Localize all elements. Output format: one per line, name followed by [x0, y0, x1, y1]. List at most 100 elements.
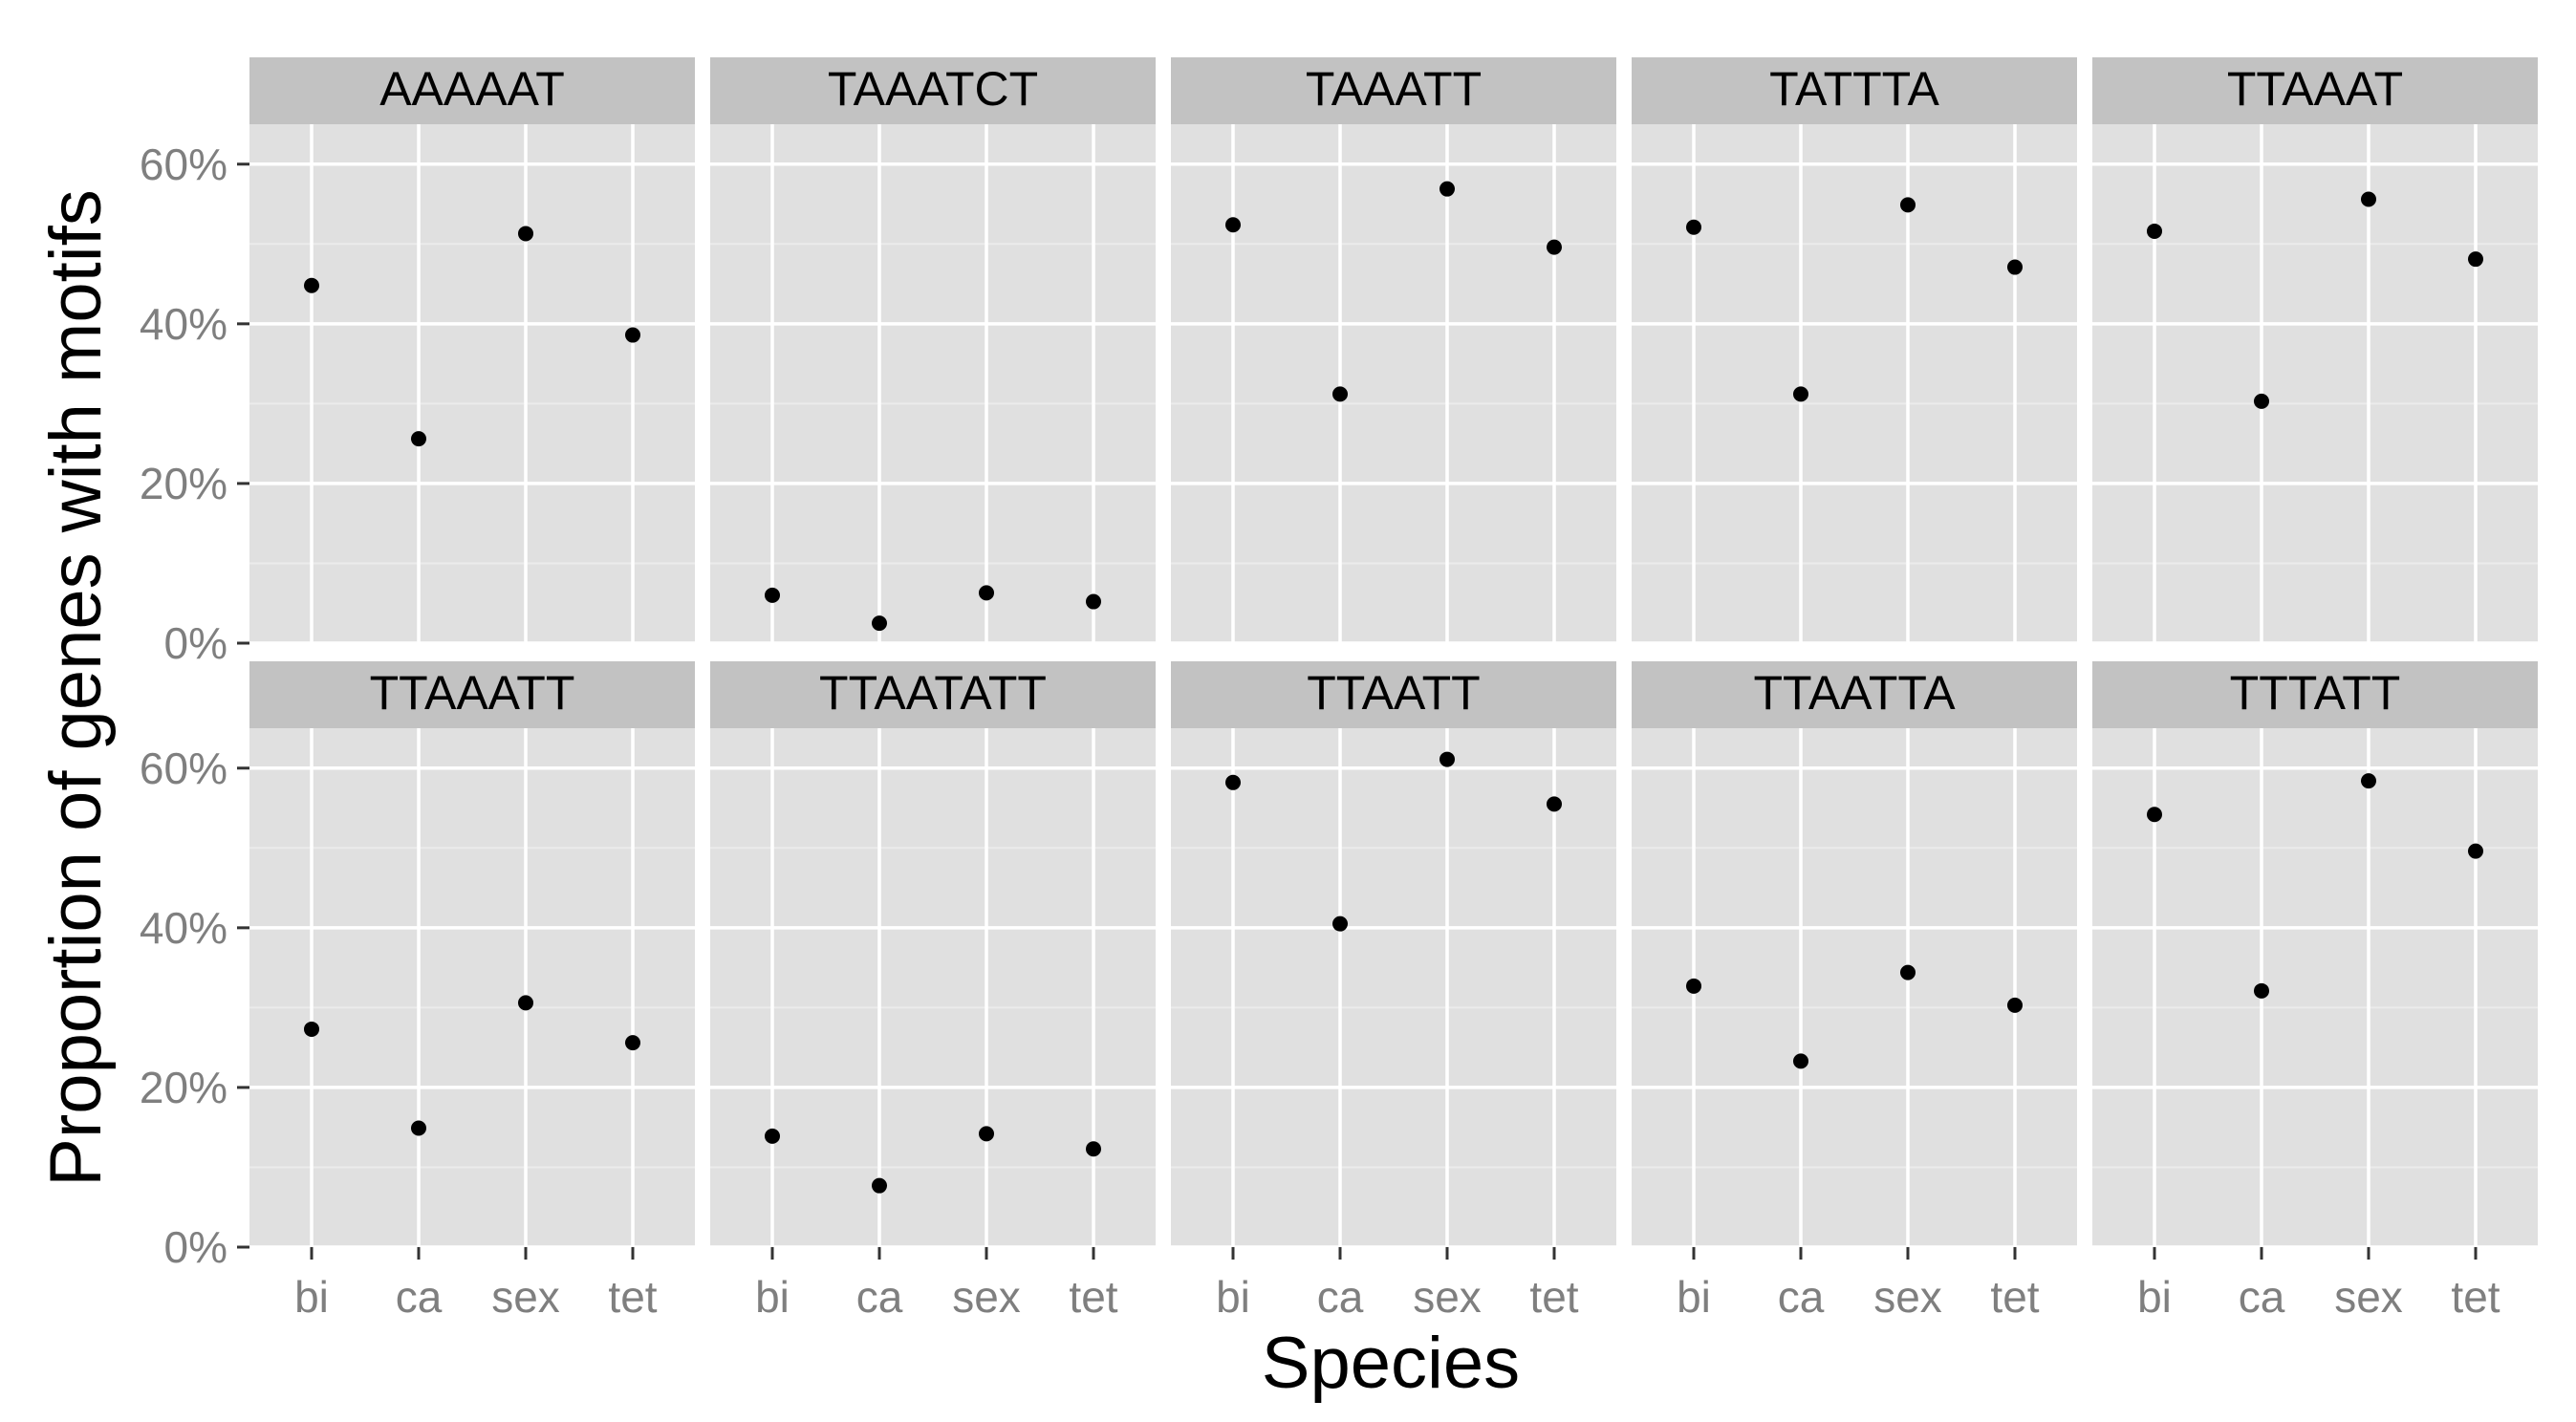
x-tick-label: tet: [608, 1272, 657, 1322]
panel-background: [710, 124, 1156, 643]
facet-strip: [1632, 57, 2077, 124]
data-point-bi: [1225, 217, 1241, 233]
panel-background: [2092, 124, 2538, 643]
y-axis-title: Proportion of genes with motifs: [35, 189, 117, 1186]
facet-strip-label: TAAATCT: [828, 62, 1038, 116]
data-point-ca: [1793, 386, 1808, 402]
panel-background: [710, 728, 1156, 1247]
facet-strip-label: TTAATATT: [819, 666, 1047, 720]
data-point-tet: [2007, 997, 2023, 1013]
x-tick-label: bi: [294, 1272, 329, 1322]
facet-strip: [710, 661, 1156, 728]
facet-panel-tttatt: TTTATT: [2092, 661, 2538, 1249]
x-tick-label: sex: [491, 1272, 560, 1322]
data-point-ca: [2254, 393, 2269, 409]
panel-background: [1632, 124, 2077, 643]
facet-strip: [1171, 57, 1616, 124]
data-point-sex: [979, 1126, 994, 1142]
facet-strip-label: TTAAATT: [370, 666, 575, 720]
facet-strip-label: TTAATTA: [1753, 666, 1956, 720]
facet-strip-label: TATTTA: [1769, 62, 1939, 116]
data-point-bi: [304, 277, 319, 293]
x-tick-label: bi: [1216, 1272, 1250, 1322]
x-tick-label: ca: [2239, 1272, 2285, 1322]
facet-panel-tattta: TATTTA: [1632, 57, 2077, 645]
y-tick-label: 60%: [140, 743, 227, 793]
x-tick-label: tet: [1069, 1272, 1117, 1322]
x-tick-label: bi: [2137, 1272, 2172, 1322]
data-point-tet: [2468, 843, 2483, 859]
facet-strip-label: TTAAAT: [2227, 62, 2403, 116]
panel-background: [2092, 728, 2538, 1247]
facet-panels: AAAAAT TAAATCT TAAATT TATTTA TTAAAT TTAAATT TT…: [249, 57, 2538, 1249]
data-point-sex: [1440, 181, 1455, 197]
y-tick-label: 20%: [140, 459, 227, 508]
panel-background: [1171, 728, 1616, 1247]
data-point-ca: [1332, 386, 1348, 402]
facet-panel-ttaatatt: TTAATATT: [710, 661, 1156, 1249]
x-tick-label: sex: [2334, 1272, 2403, 1322]
data-point-sex: [518, 226, 533, 242]
facet-panel-ttaaat: TTAAAT: [2092, 57, 2538, 645]
data-point-sex: [1440, 751, 1455, 767]
x-tick-label: ca: [1778, 1272, 1825, 1322]
facet-panel-taaatt: TAAATT: [1171, 57, 1616, 645]
data-point-bi: [1686, 978, 1701, 994]
facet-strip-label: AAAAAT: [379, 62, 565, 116]
panel-background: [249, 728, 695, 1247]
facet-strip-label: TTAATT: [1307, 666, 1480, 720]
y-tick-label: 20%: [140, 1063, 227, 1112]
data-point-sex: [1900, 964, 1916, 980]
panel-background: [249, 124, 695, 643]
x-axis-title: Species: [1262, 1323, 1520, 1404]
data-point-sex: [1900, 197, 1916, 213]
facet-panel-aaaaat: AAAAAT: [249, 57, 695, 645]
data-point-sex: [518, 995, 533, 1011]
panel-background: [1632, 728, 2077, 1247]
x-tick-label: sex: [1413, 1272, 1482, 1322]
data-point-tet: [1086, 1141, 1101, 1157]
facet-strip: [249, 661, 695, 728]
data-point-sex: [2361, 191, 2376, 207]
data-point-bi: [304, 1021, 319, 1037]
x-tick-label: ca: [1317, 1272, 1364, 1322]
x-tick-label: sex: [1873, 1272, 1942, 1322]
data-point-sex: [979, 585, 994, 601]
axes: 0%20%40%60%0%20%40%60%bi ca sex tet bi ca sex t…: [140, 140, 2500, 1322]
x-tick-label: tet: [2451, 1272, 2500, 1322]
facet-panel-ttaatta: TTAATTA: [1632, 661, 2077, 1249]
data-point-bi: [765, 1128, 780, 1144]
data-point-ca: [2254, 982, 2269, 999]
facet-strip: [2092, 661, 2538, 728]
x-tick-label: tet: [1990, 1272, 2039, 1322]
y-tick-label: 0%: [164, 1222, 227, 1272]
data-point-ca: [872, 1177, 887, 1194]
data-point-bi: [2147, 223, 2162, 239]
data-point-tet: [2468, 251, 2483, 268]
data-point-ca: [411, 431, 426, 447]
data-point-tet: [1086, 593, 1101, 610]
facet-strip-label: TTTATT: [2230, 666, 2401, 720]
x-tick-label: tet: [1529, 1272, 1578, 1322]
y-tick-label: 40%: [140, 903, 227, 953]
data-point-tet: [2007, 259, 2023, 275]
facet-strip: [1632, 661, 2077, 728]
data-point-ca: [872, 615, 887, 632]
data-point-bi: [2147, 807, 2162, 823]
facet-strip: [2092, 57, 2538, 124]
y-tick-label: 0%: [164, 618, 227, 668]
x-tick-label: bi: [1677, 1272, 1711, 1322]
y-tick-label: 60%: [140, 140, 227, 189]
x-tick-label: ca: [396, 1272, 443, 1322]
data-point-tet: [1547, 796, 1562, 812]
panel-background: [1171, 124, 1616, 643]
data-point-tet: [625, 1035, 640, 1051]
facet-strip-label: TAAATT: [1306, 62, 1482, 116]
facet-strip: [710, 57, 1156, 124]
data-point-sex: [2361, 773, 2376, 789]
data-point-tet: [625, 327, 640, 343]
data-point-tet: [1547, 239, 1562, 255]
facet-panel-ttaatt: TTAATT: [1171, 661, 1616, 1249]
facet-panel-ttaaatt: TTAAATT: [249, 661, 695, 1249]
